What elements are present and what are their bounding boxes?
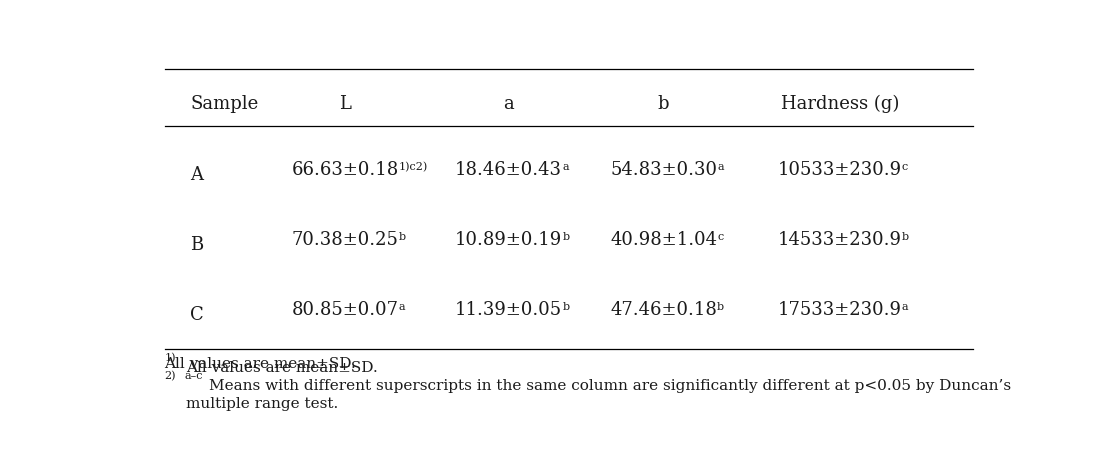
Text: 11.39±0.05: 11.39±0.05 [455, 300, 563, 318]
Text: 14533±230.9: 14533±230.9 [778, 231, 901, 249]
Text: b: b [563, 301, 569, 311]
Text: Sample: Sample [191, 95, 259, 113]
Text: B: B [191, 236, 203, 253]
Text: multiple range test.: multiple range test. [186, 396, 339, 410]
Text: C: C [191, 305, 204, 323]
Text: 1): 1) [164, 352, 176, 363]
Text: b: b [398, 232, 406, 242]
Text: L: L [340, 95, 351, 113]
Text: 10.89±0.19: 10.89±0.19 [455, 231, 563, 249]
Text: b: b [563, 232, 569, 242]
Text: 2): 2) [164, 370, 176, 381]
Text: c: c [902, 162, 908, 172]
Text: Hardness (g): Hardness (g) [780, 94, 899, 113]
Text: c: c [717, 232, 724, 242]
Text: 70.38±0.25: 70.38±0.25 [292, 231, 398, 249]
Text: 17533±230.9: 17533±230.9 [778, 300, 901, 318]
Text: a: a [717, 162, 724, 172]
Text: b: b [901, 232, 909, 242]
Text: 54.83±0.30: 54.83±0.30 [610, 161, 717, 179]
Text: a: a [901, 301, 908, 311]
Text: b: b [658, 95, 669, 113]
Text: 47.46±0.18: 47.46±0.18 [610, 300, 717, 318]
Text: Means with different superscripts in the same column are significantly different: Means with different superscripts in the… [210, 378, 1011, 392]
Text: a: a [398, 301, 405, 311]
Text: b: b [717, 301, 724, 311]
Text: a: a [562, 162, 568, 172]
Text: a–c: a–c [184, 370, 203, 381]
Text: a: a [503, 95, 514, 113]
Text: 40.98±1.04: 40.98±1.04 [610, 231, 717, 249]
Text: A: A [191, 166, 203, 184]
Text: All values are mean±SD.: All values are mean±SD. [164, 357, 356, 370]
Text: 80.85±0.07: 80.85±0.07 [292, 300, 398, 318]
Text: 1)c2): 1)c2) [398, 162, 428, 172]
Text: All values are mean±SD.: All values are mean±SD. [186, 361, 377, 375]
Text: 18.46±0.43: 18.46±0.43 [455, 161, 562, 179]
Text: 10533±230.9: 10533±230.9 [778, 161, 902, 179]
Text: 66.63±0.18: 66.63±0.18 [292, 161, 398, 179]
